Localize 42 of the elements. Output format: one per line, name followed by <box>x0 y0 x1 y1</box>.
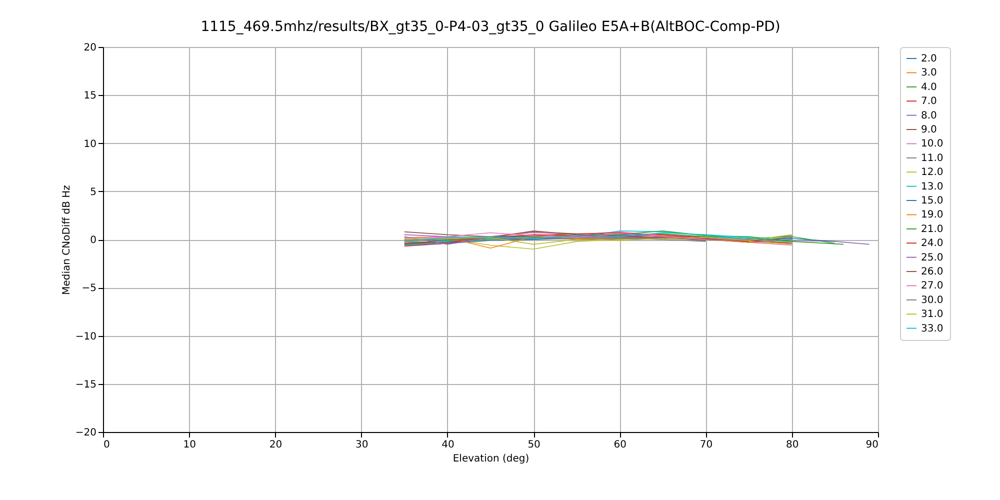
y-tick-label: −10 <box>75 331 96 342</box>
x-tick-label: 70 <box>700 440 713 450</box>
legend-label: 31.0 <box>921 309 944 320</box>
x-tick-label: 10 <box>183 440 196 450</box>
legend-label: 2.0 <box>921 54 937 64</box>
y-tick-label: −5 <box>82 283 96 294</box>
legend-label: 9.0 <box>921 124 937 136</box>
y-axis-title: Median CNoDiff dB Hz <box>61 185 72 295</box>
x-tick-label: 30 <box>355 440 368 450</box>
x-tick-label: 60 <box>614 440 627 450</box>
legend-label: 8.0 <box>921 110 937 122</box>
legend-label: 11.0 <box>921 152 944 164</box>
y-tick-label: −20 <box>75 428 96 438</box>
legend-label: 24.0 <box>921 238 944 250</box>
y-tick-label: 20 <box>84 42 96 54</box>
x-tick-label: 20 <box>269 440 282 450</box>
x-tick-label: 80 <box>786 440 799 450</box>
legend-label: 7.0 <box>921 96 937 108</box>
legend-label: 10.0 <box>921 138 944 150</box>
legend-label: 12.0 <box>921 167 944 178</box>
y-tick-label: −15 <box>75 379 96 390</box>
x-tick-label: 40 <box>442 440 454 450</box>
x-axis-title: Elevation (deg) <box>452 454 530 464</box>
y-tick-label: 10 <box>84 138 96 150</box>
legend-label: 26.0 <box>921 266 944 278</box>
x-tick-label: 50 <box>528 440 540 450</box>
y-tick-label: 0 <box>90 235 96 246</box>
chart-title: 1115_469.5mhz/results/BX_gt35_0-P4-03_gt35_0 Galileo E5A+B(AltBOC-Comp-PD) <box>200 19 780 35</box>
legend-label: 3.0 <box>921 68 937 79</box>
legend-label: 19.0 <box>921 210 944 221</box>
legend-label: 33.0 <box>921 323 944 334</box>
legend-label: 21.0 <box>921 224 944 235</box>
legend-label: 30.0 <box>921 294 944 306</box>
legend-label: 25.0 <box>921 252 944 264</box>
x-tick-label: 90 <box>866 440 878 450</box>
legend-label: 27.0 <box>921 280 944 292</box>
y-tick-label: 15 <box>84 90 96 102</box>
legend-label: 15.0 <box>921 196 944 206</box>
y-tick-label: 5 <box>90 186 96 198</box>
legend-label: 4.0 <box>921 82 937 93</box>
legend-label: 13.0 <box>921 181 944 192</box>
x-tick-label: 0 <box>104 440 110 450</box>
